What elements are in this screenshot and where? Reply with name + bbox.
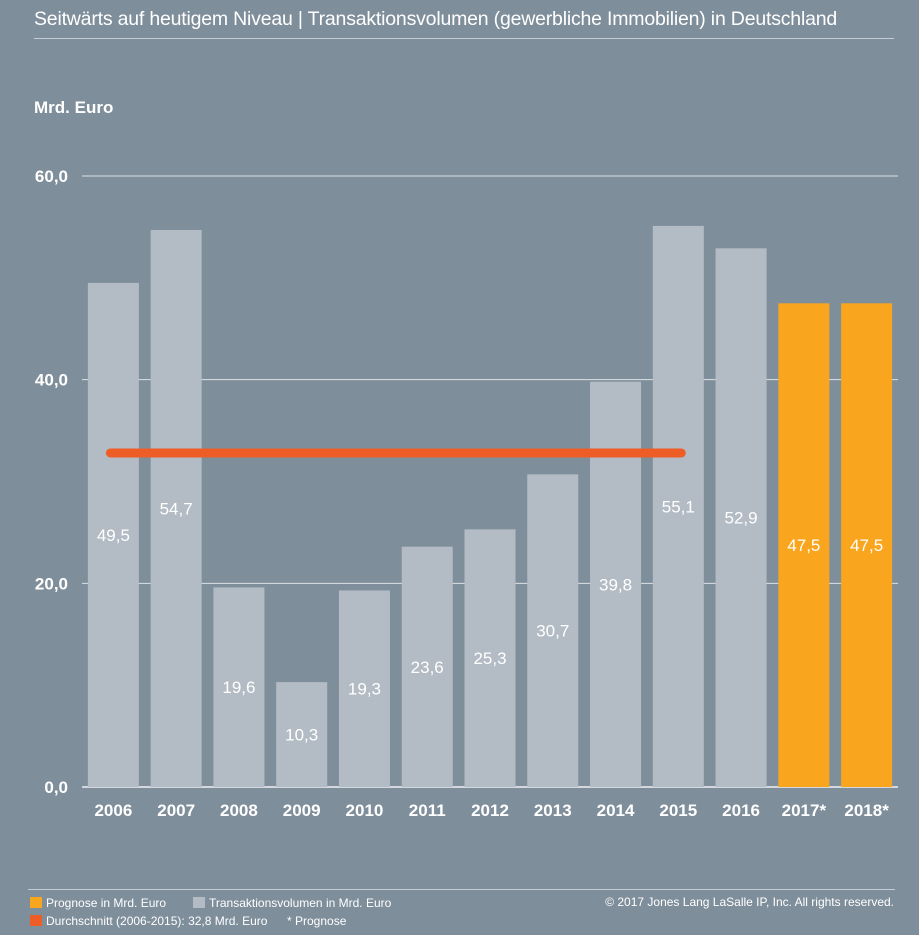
y-tick-label: 40,0 — [35, 371, 68, 390]
bar-value-label: 10,3 — [285, 726, 318, 745]
x-tick-label: 2006 — [94, 801, 132, 820]
x-tick-label: 2013 — [534, 801, 572, 820]
bar — [715, 248, 767, 788]
bar-value-label: 52,9 — [725, 509, 758, 528]
x-tick-label: 2017* — [782, 801, 827, 820]
bar-value-label: 47,5 — [850, 536, 883, 555]
legend-swatch-actual — [193, 897, 205, 908]
bar-value-label: 54,7 — [160, 499, 193, 518]
bar — [150, 229, 202, 787]
chart-title: Seitwärts auf heutigem Niveau | Transakt… — [34, 8, 838, 30]
y-tick-label: 20,0 — [35, 574, 68, 593]
legend-label-actual: Transaktionsvolumen in Mrd. Euro — [209, 896, 392, 910]
bar-forecast — [778, 303, 830, 787]
bar — [338, 590, 390, 787]
footer-divider — [28, 889, 895, 890]
bar-value-label: 39,8 — [599, 575, 632, 594]
legend-item-actual: Transaktionsvolumen in Mrd. Euro — [193, 896, 391, 910]
bar-value-label: 23,6 — [411, 658, 444, 677]
bar-value-label: 25,3 — [473, 649, 506, 668]
x-tick-label: 2015 — [659, 801, 697, 820]
bar — [652, 225, 704, 788]
legend-swatch-average — [30, 915, 42, 926]
x-tick-label: 2016 — [722, 801, 760, 820]
bar — [276, 682, 328, 787]
x-tick-label: 2018* — [844, 801, 889, 820]
bar-chart: 0,0 20,0 40,0 60,0 49,5 2006 54,7 2007 19,6 2008 1… — [35, 167, 898, 820]
copyright-notice: © 2017 Jones Lang LaSalle IP, Inc. All r… — [605, 895, 894, 909]
legend-swatch-forecast — [30, 897, 42, 908]
bar — [87, 282, 139, 787]
bar-value-label: 47,5 — [787, 536, 820, 555]
bar — [213, 587, 265, 787]
title-divider — [34, 38, 894, 39]
y-tick-label: 0,0 — [44, 778, 68, 797]
x-tick-label: 2008 — [220, 801, 258, 820]
x-tick-label: 2010 — [346, 801, 384, 820]
legend-note-forecast: * Prognose — [287, 914, 347, 928]
bar-value-label: 49,5 — [97, 526, 130, 545]
bar — [401, 546, 453, 787]
x-tick-label: 2011 — [409, 801, 446, 820]
y-tick-label: 60,0 — [35, 167, 68, 186]
bar-value-label: 30,7 — [536, 622, 569, 641]
bar — [527, 474, 579, 787]
legend-label-average: Durchschnitt (2006-2015): 32,8 Mrd. Euro — [46, 914, 268, 928]
x-tick-label: 2009 — [283, 801, 321, 820]
bar-value-label: 19,6 — [222, 678, 255, 697]
legend-item-average: Durchschnitt (2006-2015): 32,8 Mrd. Euro — [30, 914, 267, 928]
legend-item-forecast: Prognose in Mrd. Euro — [30, 896, 166, 910]
bar-forecast — [841, 303, 893, 787]
x-tick-label: 2014 — [597, 801, 635, 820]
bar — [464, 529, 516, 787]
x-tick-label: 2012 — [471, 801, 509, 820]
bar-value-label: 19,3 — [348, 680, 381, 699]
y-axis-unit-label: Mrd. Euro — [34, 98, 114, 117]
legend-label-forecast: Prognose in Mrd. Euro — [46, 896, 167, 910]
x-tick-label: 2007 — [157, 801, 195, 820]
bar-value-label: 55,1 — [662, 497, 695, 516]
